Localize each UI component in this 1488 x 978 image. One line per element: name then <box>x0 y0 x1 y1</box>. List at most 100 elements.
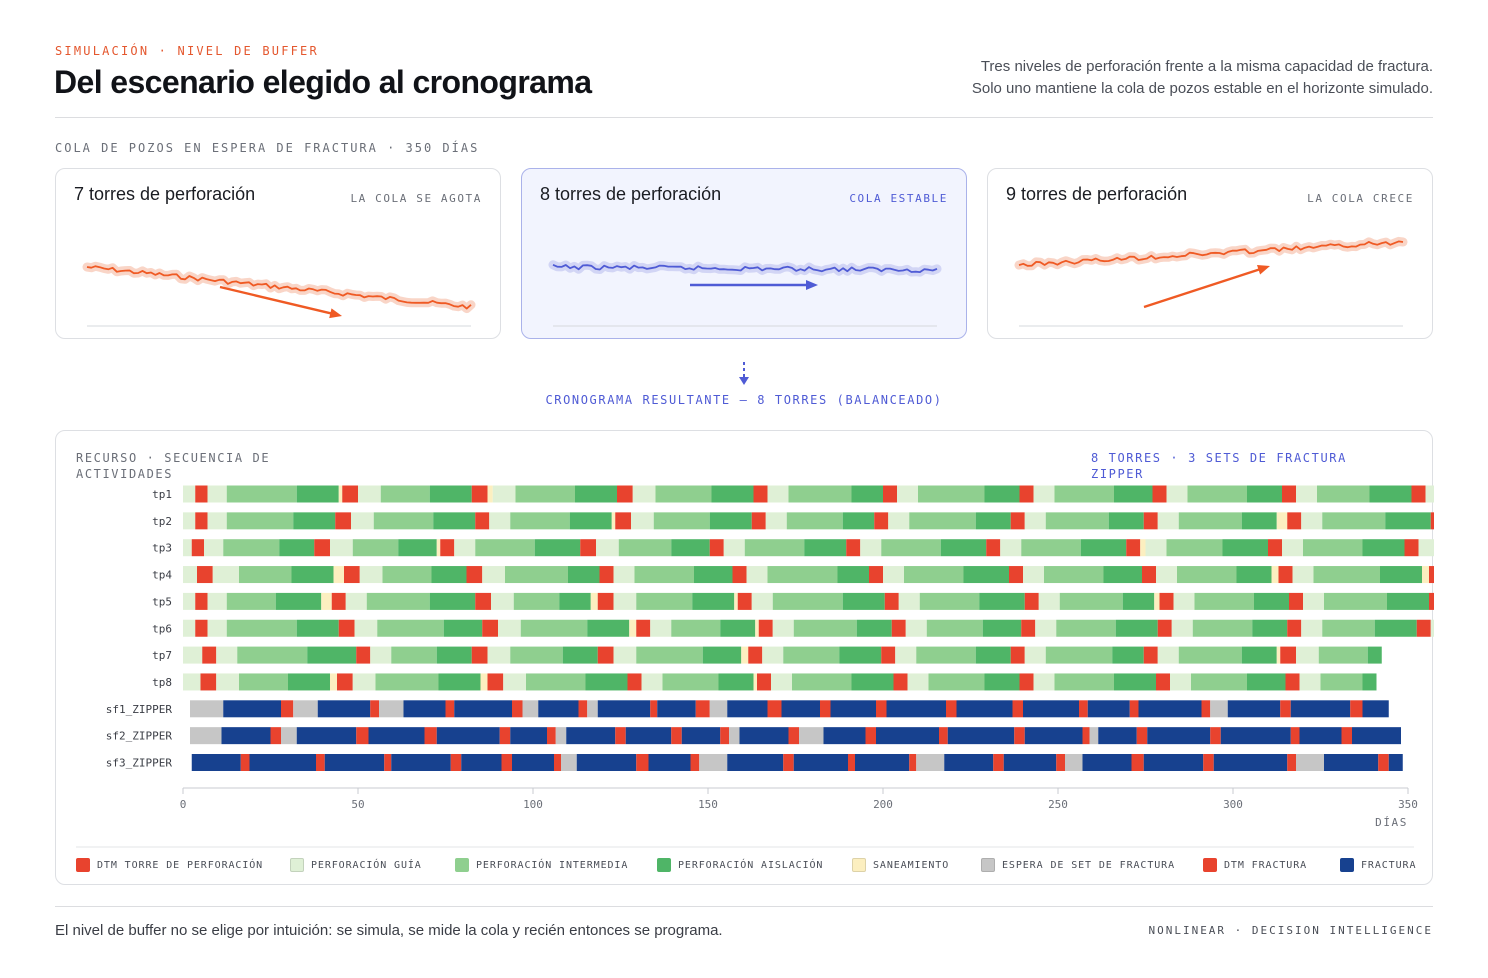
gantt-bar-guia <box>1301 512 1323 530</box>
gantt-bar-dtm_fractura <box>865 727 876 745</box>
gantt-bar-dtm_torre <box>1282 485 1296 503</box>
gantt-bar-aislacion <box>975 512 1011 530</box>
gantt-bar-fractura <box>454 700 512 718</box>
gantt-bar-fractura <box>1352 727 1401 745</box>
gantt-bar-aislacion <box>587 619 630 637</box>
gantt-bar-dtm_fractura <box>554 754 561 771</box>
gantt-bar-intermedia <box>788 485 852 503</box>
gantt-bar-guia <box>895 646 917 664</box>
gantt-bar-aislacion <box>940 539 987 557</box>
gantt-bar-intermedia <box>1166 539 1223 557</box>
gantt-bar-aislacion <box>1247 485 1282 503</box>
gantt-bar-dtm_torre <box>1411 485 1426 503</box>
gantt-bar-saneamiento <box>487 485 493 503</box>
gantt-bar-guia <box>183 539 192 557</box>
gantt-bar-aislacion <box>963 566 1009 584</box>
gantt-bar-dtm_fractura <box>281 700 294 718</box>
gantt-bar-dtm_torre <box>1416 619 1431 637</box>
gantt-bar-dtm_fractura <box>783 754 794 771</box>
gantt-bar-intermedia <box>391 646 437 664</box>
gantt-bar-guia <box>204 539 224 557</box>
gantt-bar-intermedia <box>909 512 976 530</box>
gantt-bar-intermedia <box>904 566 964 584</box>
gantt-bar-dtm_fractura <box>1201 700 1211 718</box>
gantt-bar-dtm_torre <box>191 539 204 557</box>
gantt-bar-guia <box>1292 566 1314 584</box>
gantt-bar-guia <box>491 592 514 610</box>
gantt-bar-dtm_torre <box>1278 566 1293 584</box>
scenario-card-8-rigs[interactable]: 8 torres de perforación COLA ESTABLE <box>521 168 967 339</box>
gantt-bar-guia <box>1303 592 1324 610</box>
resource-label: sf2_ZIPPER <box>106 730 173 743</box>
gantt-bar-dtm_torre <box>1019 485 1034 503</box>
gantt-bar-intermedia <box>772 592 843 610</box>
gantt-bar-aislacion <box>837 566 869 584</box>
gantt-right-label: 8 TORRES · 3 SETS DE FRACTURA ZIPPER <box>1091 451 1347 481</box>
gantt-bar-fractura <box>512 754 554 771</box>
gantt-bar-guia <box>330 539 353 557</box>
page-subtitle: Tres niveles de perforación frente a la … <box>873 56 1433 100</box>
gantt-bar-intermedia <box>226 592 276 610</box>
gantt-bar-dtm_torre <box>627 673 642 691</box>
gantt-bar-dtm_fractura <box>993 754 1004 771</box>
gantt-bar-dtm_torre <box>891 619 906 637</box>
gantt-bar-aislacion <box>443 619 483 637</box>
gantt-bar-fractura <box>538 700 579 718</box>
gantt-bar-intermedia <box>1318 646 1368 664</box>
gantt-bar-intermedia <box>1192 619 1253 637</box>
gantt-bar-dtm_fractura <box>650 700 658 718</box>
gantt-bar-dtm_fractura <box>547 727 556 745</box>
gantt-bar-guia <box>1299 673 1321 691</box>
gantt-bar-aislacion <box>1362 539 1405 557</box>
gantt-bar-dtm_torre <box>1430 512 1434 530</box>
gantt-bar-intermedia <box>1045 646 1113 664</box>
gantt-bar-dtm_torre <box>599 566 614 584</box>
gantt-bar-aislacion <box>671 539 710 557</box>
gantt-bar-guia <box>1023 566 1044 584</box>
gantt-bar-aislacion <box>307 646 357 664</box>
gantt-bar-dtm_fractura <box>690 754 700 771</box>
legend-label: SANEAMIENTO <box>873 859 950 871</box>
gantt-bar-aislacion <box>1367 646 1382 664</box>
gantt-bar-fractura <box>1290 700 1351 718</box>
gantt-bar-saneamiento <box>1422 566 1429 584</box>
gantt-bar-intermedia <box>1322 619 1375 637</box>
gantt-bar-fractura <box>249 754 316 771</box>
gantt-bar-guia <box>883 566 904 584</box>
scenario-card-7-rigs[interactable]: 7 torres de perforación LA COLA SE AGOTA <box>55 168 501 339</box>
gantt-bar-intermedia <box>744 539 805 557</box>
gantt-bar-aislacion <box>702 646 742 664</box>
gantt-bar-intermedia <box>1194 592 1254 610</box>
gantt-bar-aislacion <box>585 673 628 691</box>
gantt-bar-aislacion <box>1236 566 1272 584</box>
queue-sparkline-chart <box>82 261 476 327</box>
x-tick-label: 100 <box>523 798 543 811</box>
gantt-bar-aislacion <box>804 539 847 557</box>
gantt-bar-guia <box>1171 619 1193 637</box>
legend-label: FRACTURA <box>1361 859 1417 871</box>
gantt-bar-dtm_fractura <box>1287 754 1296 771</box>
gantt-bar-dtm_torre <box>1021 619 1036 637</box>
gantt-bar-aislacion <box>1374 619 1417 637</box>
gantt-bar-fractura <box>886 700 946 718</box>
trend-arrow-icon <box>1257 265 1270 275</box>
gantt-bar-dtm_fractura <box>1014 727 1025 745</box>
gantt-bar-dtm_fractura <box>788 727 799 745</box>
gantt-bar-intermedia <box>1059 592 1123 610</box>
gantt-bar-saneamiento <box>321 592 332 610</box>
gantt-bar-dtm_fractura <box>240 754 250 771</box>
gantt-bar-dtm_torre <box>471 485 488 503</box>
gantt-bar-guia <box>1000 539 1022 557</box>
scenario-card-9-rigs[interactable]: 9 torres de perforación LA COLA CRECE <box>987 168 1433 339</box>
gantt-bar-intermedia <box>377 619 444 637</box>
gantt-bar-dtm_torre <box>338 619 355 637</box>
x-tick-label: 350 <box>1398 798 1418 811</box>
gantt-bar-dtm_fractura <box>1082 727 1090 745</box>
sparkline-line <box>1018 240 1404 267</box>
gantt-bar-dtm_fractura <box>501 754 512 771</box>
gantt-bar-guia <box>1170 673 1191 691</box>
gantt-bar-dtm_torre <box>874 512 889 530</box>
gantt-bar-guia <box>454 539 476 557</box>
gantt-bar-dtm_fractura <box>356 727 369 745</box>
gantt-bar-guia <box>183 646 203 664</box>
